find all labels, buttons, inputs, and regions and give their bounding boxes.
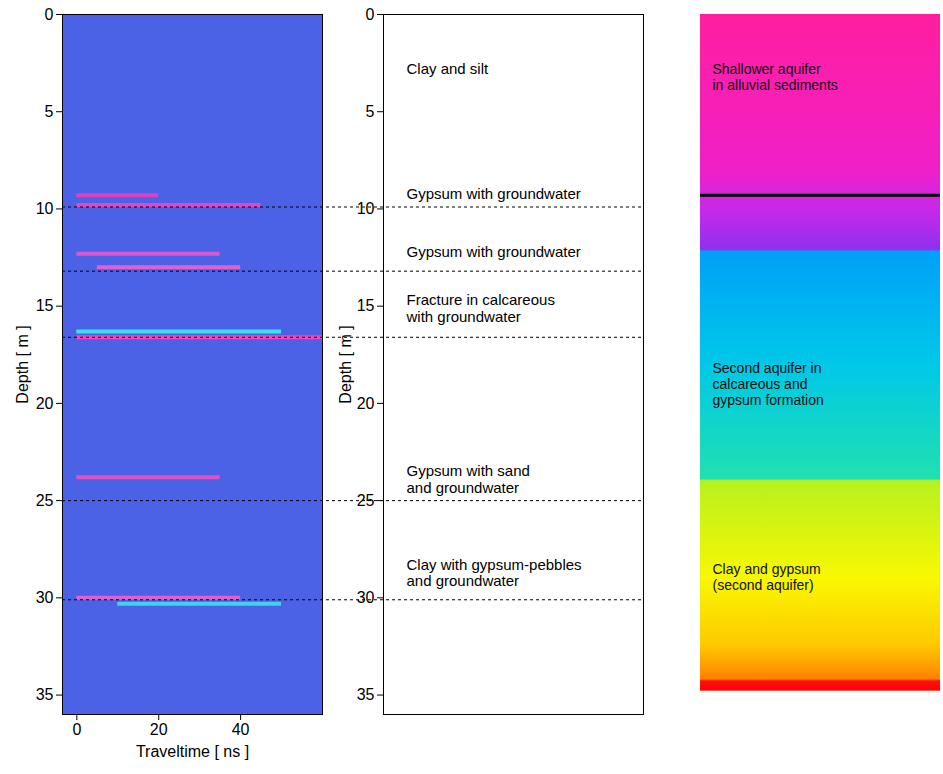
svg-text:Clay and silt: Clay and silt (407, 60, 490, 77)
svg-text:25: 25 (36, 492, 54, 509)
svg-text:5: 5 (366, 103, 375, 120)
svg-text:15: 15 (357, 297, 375, 314)
svg-text:Gypsum with sandand groundwate: Gypsum with sandand groundwater (407, 462, 530, 496)
svg-text:Fracture in calcareouswith gro: Fracture in calcareouswith groundwater (406, 291, 555, 325)
svg-text:30: 30 (36, 589, 54, 606)
svg-text:30: 30 (357, 589, 375, 606)
svg-text:Second aquifer incalcareous an: Second aquifer incalcareous andgypsum fo… (713, 360, 824, 408)
svg-text:Depth [ m ]: Depth [ m ] (14, 325, 31, 403)
svg-text:10: 10 (36, 200, 54, 217)
svg-text:35: 35 (357, 686, 375, 703)
svg-text:0: 0 (45, 6, 54, 23)
svg-text:20: 20 (36, 395, 54, 412)
svg-text:Shallower aquiferin alluvial s: Shallower aquiferin alluvial sediments (713, 61, 838, 93)
svg-text:35: 35 (36, 686, 54, 703)
svg-text:Traveltime [ ns ]: Traveltime [ ns ] (136, 743, 249, 760)
svg-text:Depth [ m ]: Depth [ m ] (337, 325, 354, 403)
svg-text:Gypsum with groundwater: Gypsum with groundwater (407, 185, 581, 202)
svg-text:20: 20 (357, 395, 375, 412)
svg-text:25: 25 (357, 492, 375, 509)
svg-text:5: 5 (45, 103, 54, 120)
svg-text:Clay with gypsum-pebblesand gr: Clay with gypsum-pebblesand groundwater (407, 556, 582, 590)
svg-text:20: 20 (150, 721, 168, 738)
svg-text:10: 10 (357, 200, 375, 217)
svg-text:0: 0 (72, 721, 81, 738)
svg-text:Gypsum with groundwater: Gypsum with groundwater (407, 243, 581, 260)
svg-text:Clay and gypsum(second aquifer: Clay and gypsum(second aquifer) (713, 561, 821, 593)
svg-text:15: 15 (36, 297, 54, 314)
svg-text:40: 40 (232, 721, 250, 738)
svg-text:0: 0 (366, 6, 375, 23)
